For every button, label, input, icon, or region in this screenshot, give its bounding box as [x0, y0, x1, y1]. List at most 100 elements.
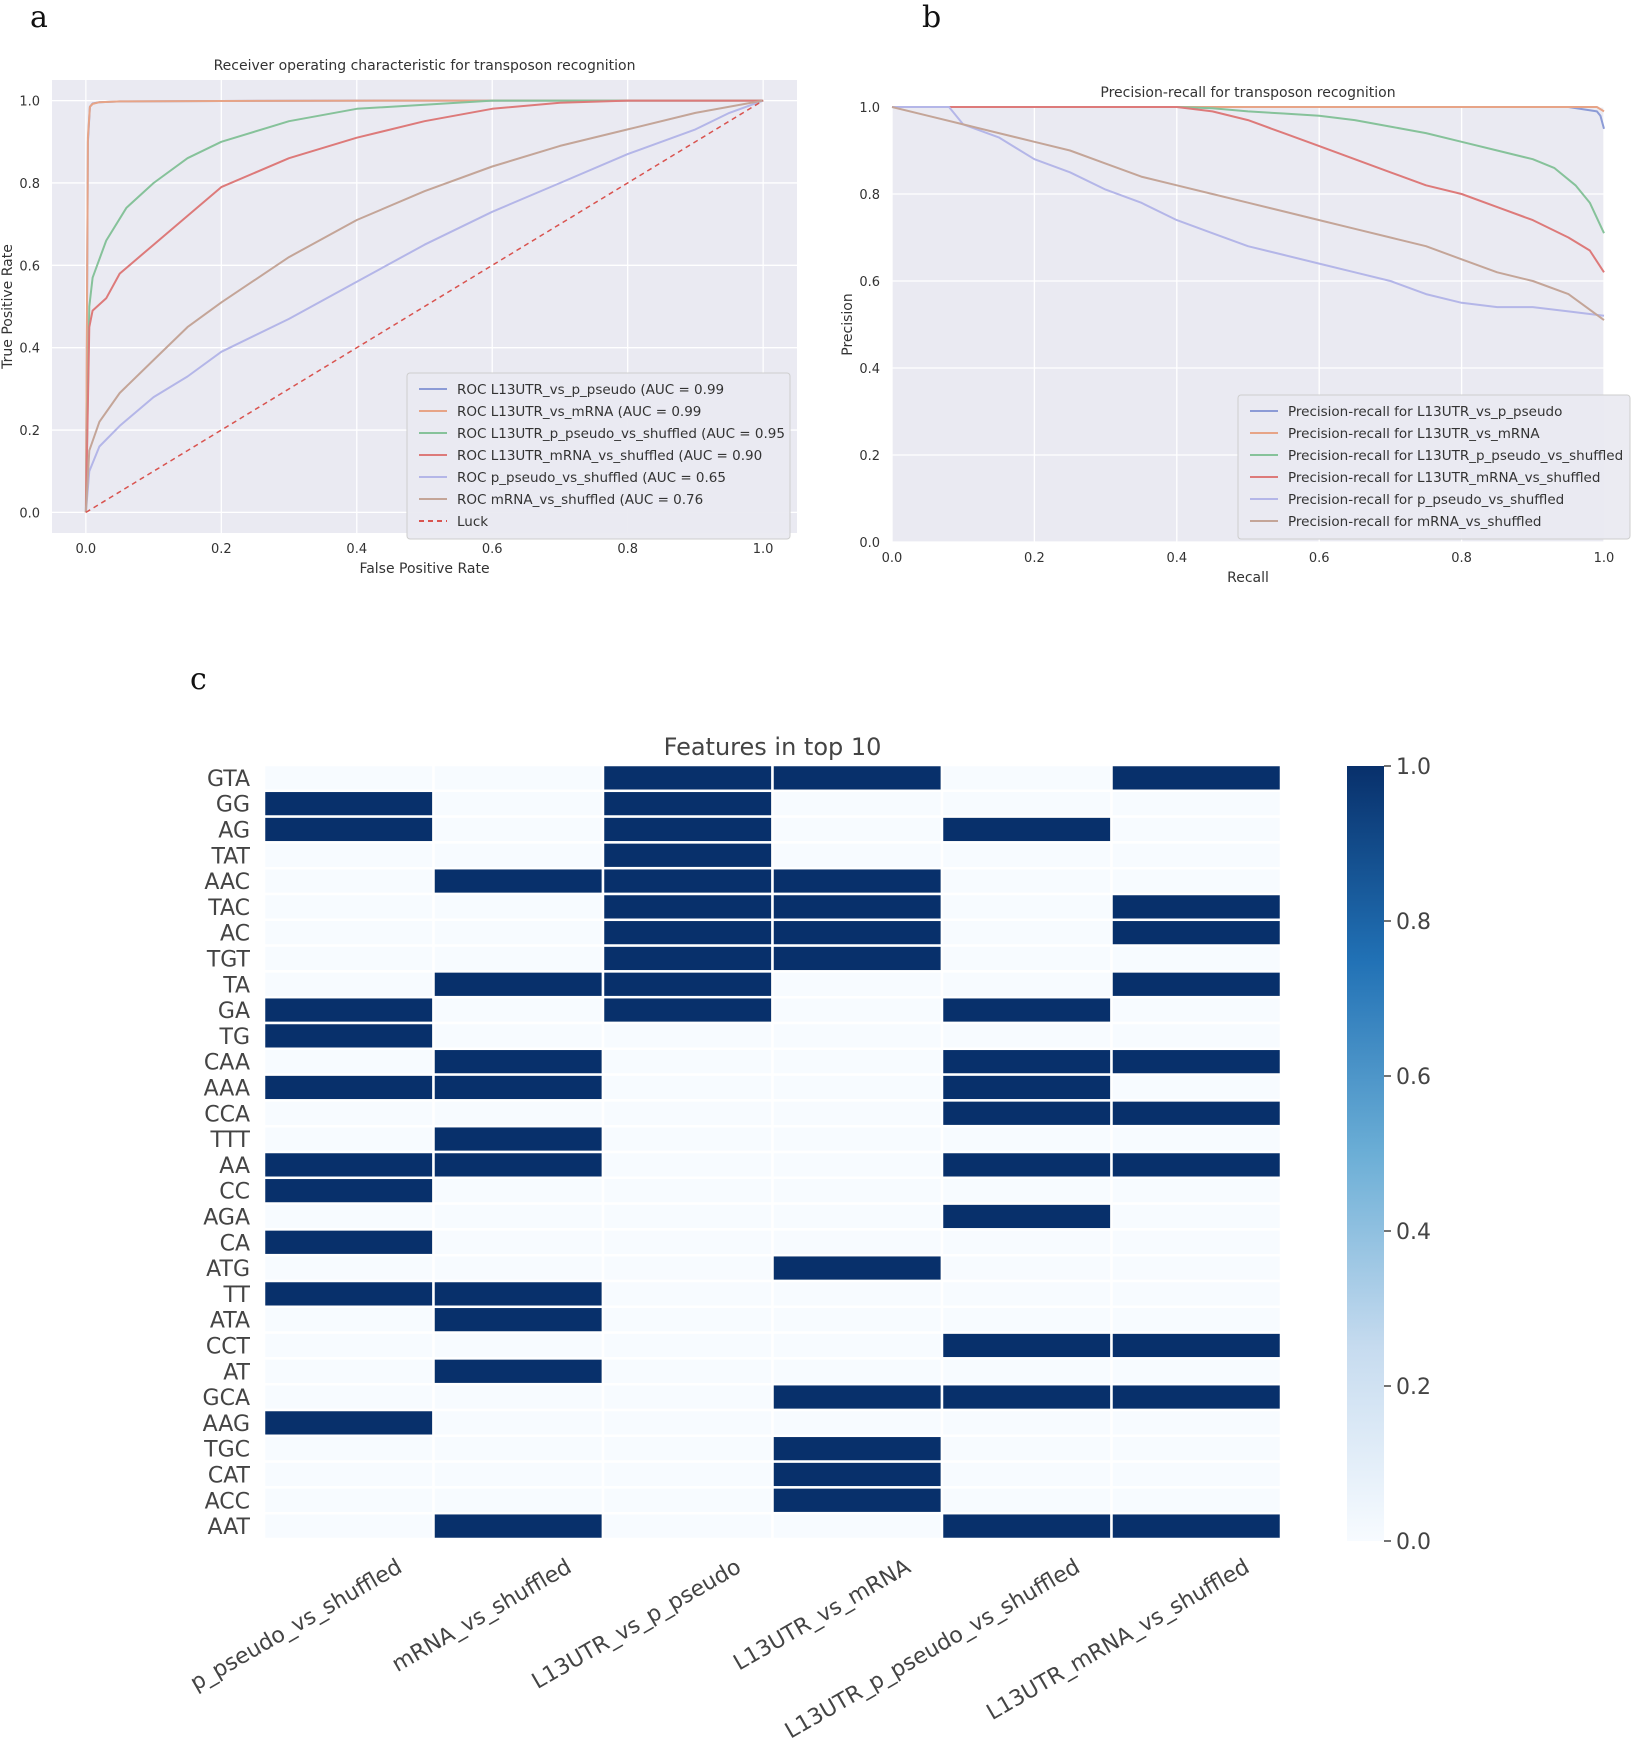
pr-ytick-label: 0.6	[859, 275, 880, 290]
heatmap-cell	[601, 1021, 774, 1051]
heatmap-cell	[771, 1073, 944, 1102]
heatmap-cell	[262, 1124, 435, 1154]
heatmap-cell	[1110, 1382, 1283, 1412]
pr-legend-label: Precision-recall for L13UTR_vs_p_pseudo	[1288, 404, 1562, 420]
heatmap-cell	[262, 1021, 435, 1051]
roc-ytick-label: 1.0	[19, 95, 40, 110]
heatmap-cell	[432, 866, 605, 896]
heatmap-cell	[771, 918, 944, 947]
panel-label-b: b	[922, 0, 942, 35]
pr-xtick-label: 0.4	[1166, 551, 1187, 566]
heatmap-cell	[1110, 995, 1283, 1025]
colorbar	[1347, 766, 1384, 1541]
heatmap-cell	[1110, 789, 1283, 818]
roc-xlabel: False Positive Rate	[359, 561, 489, 577]
heatmap-cell	[262, 1253, 435, 1283]
pr-series-line-4	[892, 106, 1605, 317]
heatmap-cell	[262, 789, 435, 818]
colorbar-tick-label: 0.2	[1396, 1375, 1431, 1400]
heatmap-cell	[262, 763, 435, 793]
heatmap-cell	[601, 944, 774, 973]
heatmap-cell	[262, 1279, 435, 1309]
roc-series-line-4	[84, 99, 764, 513]
roc-xtick-label: 0.6	[482, 542, 503, 557]
pr-xtick-label: 0.2	[1024, 551, 1045, 566]
heatmap-cell	[771, 1408, 944, 1438]
heatmap-cell	[601, 815, 774, 844]
heatmap-cell	[940, 944, 1113, 973]
heatmap-column-label: L13UTR_mRNA_vs_shuffled	[983, 1555, 1254, 1726]
roc-legend-label: ROC L13UTR_vs_p_pseudo (AUC = 0.99	[457, 382, 724, 398]
heatmap-row-label: TAC	[207, 896, 250, 921]
heatmap-cell	[601, 1253, 774, 1283]
heatmap-cell	[1110, 1124, 1283, 1154]
heatmap-cell	[601, 1202, 774, 1231]
heatmap-cell	[262, 892, 435, 922]
heatmap-cell	[940, 1124, 1113, 1154]
heatmap-cell	[432, 1253, 605, 1283]
heatmap-cell	[940, 1150, 1113, 1180]
heatmap-cell	[1110, 1511, 1283, 1541]
heatmap-cell	[432, 892, 605, 922]
heatmap-cell	[262, 1408, 435, 1438]
roc-ylabel: True Positive Rate	[0, 244, 16, 370]
heatmap-cell	[262, 1202, 435, 1231]
heatmap-row-label: TAT	[210, 844, 250, 869]
heatmap-cell	[771, 1305, 944, 1334]
heatmap-cell	[771, 763, 944, 793]
heatmap-cell	[601, 1176, 774, 1205]
heatmap-row-label: CAT	[208, 1464, 251, 1489]
heatmap-column-label: mRNA_vs_shuffled	[388, 1555, 576, 1678]
heatmap-cell	[771, 1434, 944, 1463]
heatmap-cell	[1110, 841, 1283, 870]
roc-xtick-label: 0.4	[346, 542, 367, 557]
pr-xtick-label: 1.0	[1594, 551, 1615, 566]
roc-ytick-label: 0.0	[19, 506, 40, 521]
heatmap-cell	[432, 763, 605, 793]
heatmap-cell	[262, 1382, 435, 1412]
heatmap-column-label: L13UTR_vs_mRNA	[729, 1555, 915, 1677]
heatmap-row-label: GCA	[203, 1386, 250, 1411]
pr-series-line-2	[892, 106, 1605, 234]
heatmap-cell	[771, 1279, 944, 1309]
roc-legend-box	[406, 372, 791, 540]
heatmap-row-label: ATA	[210, 1309, 250, 1334]
heatmap-cell	[940, 1021, 1113, 1051]
pr-ytick-label: 0.4	[859, 362, 880, 377]
heatmap-cell	[262, 1460, 435, 1489]
heatmap-cell	[432, 1511, 605, 1541]
heatmap-cell	[940, 815, 1113, 844]
heatmap-cell	[601, 1382, 774, 1412]
heatmap-row-label: AC	[220, 922, 250, 947]
heatmap-cell	[601, 841, 774, 870]
heatmap-column-label: L13UTR_p_pseudo_vs_shuffled	[781, 1555, 1084, 1745]
pr-chart: 0.0 0.2 0.4 0.6 0.8 1.0 0.0 0.2 0.4 0.6 0.8 1.0 Prec…	[840, 85, 1631, 586]
heatmap-row-label: CC	[219, 1180, 250, 1205]
heatmap-cell	[940, 1460, 1113, 1489]
heatmap-row-label: TGT	[206, 948, 251, 973]
heatmap-cell	[771, 1382, 944, 1412]
heatmap-cell	[601, 1408, 774, 1438]
colorbar-tick-label: 0.4	[1396, 1220, 1431, 1245]
heatmap-cell	[940, 970, 1113, 999]
pr-legend-label: Precision-recall for p_pseudo_vs_shuffle…	[1288, 492, 1564, 508]
heatmap-cell	[601, 892, 774, 922]
heatmap-row-label: AAT	[208, 1515, 251, 1540]
heatmap-row-label: AG	[218, 819, 250, 844]
heatmap-cell	[771, 1253, 944, 1283]
heatmap-cell	[1110, 1486, 1283, 1515]
heatmap-cell	[601, 1434, 774, 1463]
colorbar-tick-label: 0.8	[1396, 910, 1431, 935]
heatmap-cell	[1110, 1279, 1283, 1309]
roc-series-line-5	[84, 99, 764, 513]
heatmap-cell	[601, 1150, 774, 1180]
heatmap-cell	[432, 1382, 605, 1412]
heatmap-cell	[1110, 1150, 1283, 1180]
heatmap-cell	[601, 1357, 774, 1386]
heatmap-cell	[262, 1434, 435, 1463]
heatmap-cell	[432, 815, 605, 844]
heatmap-cell	[940, 1228, 1113, 1257]
heatmap-cell	[940, 1357, 1113, 1386]
heatmap-cell	[601, 1073, 774, 1102]
roc-legend-label: ROC L13UTR_vs_mRNA (AUC = 0.99	[457, 404, 701, 420]
